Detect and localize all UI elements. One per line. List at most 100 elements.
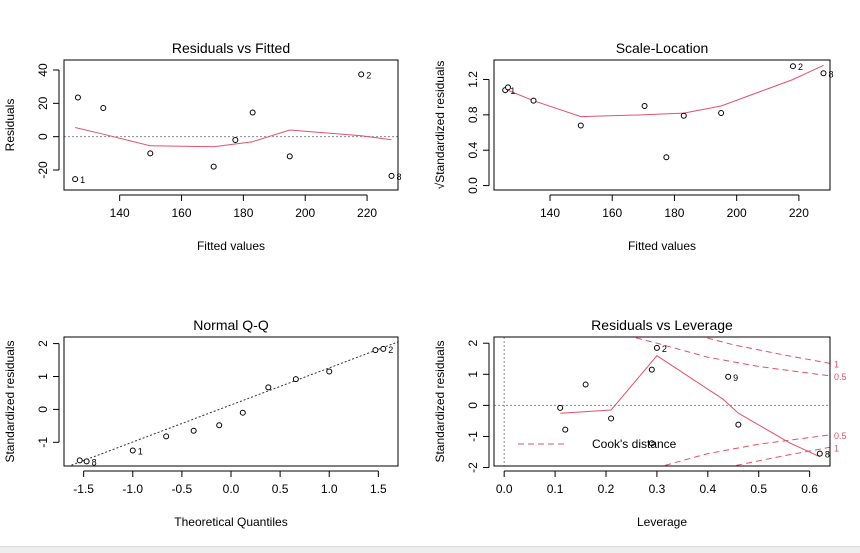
qq-reference-line (67, 341, 398, 466)
smooth-line (560, 355, 821, 458)
x-tick-label: 0.2 (598, 482, 615, 496)
y-tick-label: 0 (36, 133, 50, 140)
x-tick-label: 0.1 (547, 482, 564, 496)
data-point (249, 109, 256, 116)
data-point (239, 409, 246, 416)
cooks-level-label: 1 (834, 359, 839, 369)
y-axis-label: Standardized residuals (433, 340, 447, 462)
x-tick-label: 0.0 (496, 482, 513, 496)
y-tick-label: 1 (466, 371, 480, 378)
data-point (680, 112, 687, 119)
data-point (358, 71, 365, 78)
x-tick-label: 200 (727, 206, 747, 220)
y-tick-label: -20 (36, 161, 50, 179)
point-label: 2 (366, 70, 371, 80)
x-axis-label: Fitted values (628, 239, 696, 253)
data-point (286, 153, 293, 160)
x-tick-label: 0.5 (750, 482, 767, 496)
cooks-level-label: 0.5 (834, 431, 847, 441)
data-point (232, 137, 239, 143)
point-label: 2 (798, 62, 803, 72)
y-tick-label: 1.2 (466, 71, 480, 88)
data-point (663, 154, 670, 161)
x-tick-label: 140 (110, 206, 130, 220)
point-label: 1 (138, 447, 143, 457)
x-tick-label: 220 (357, 206, 377, 220)
data-point (216, 422, 223, 429)
data-point (653, 344, 660, 351)
x-axis-label: Leverage (637, 515, 687, 529)
plot-frame (63, 59, 399, 191)
x-axis-label: Fitted values (197, 239, 265, 253)
window-bottom-edge (0, 546, 860, 553)
cooks-distance-curve (701, 337, 830, 364)
x-axis-label: Theoretical Quantiles (174, 515, 287, 529)
y-axis-label: Standardized residuals (3, 340, 17, 462)
y-tick-label: 0 (466, 402, 480, 409)
point-label: 8 (828, 69, 833, 79)
data-point (505, 84, 511, 91)
cooks-level-label: 0.5 (834, 372, 847, 382)
x-tick-label: 0.5 (272, 482, 289, 496)
panel-resid-leverage: Residuals vs Leverage Leverage Standardize… (433, 317, 847, 529)
cooks-distance-curve (630, 337, 830, 377)
y-tick-label: -1 (466, 431, 480, 442)
y-tick-label: -2 (466, 462, 480, 473)
chart-title: Normal Q-Q (193, 317, 269, 333)
panel-scale-location: Scale-Location Fitted values √Standardized… (433, 40, 833, 253)
y-tick-label: 0 (36, 406, 50, 413)
data-point (129, 447, 136, 454)
x-tick-label: -0.5 (172, 482, 193, 496)
data-point (562, 426, 569, 433)
x-tick-label: 180 (664, 206, 684, 220)
data-point (582, 381, 589, 388)
data-point (530, 97, 537, 104)
plot-area (494, 337, 830, 466)
point-label: 9 (733, 373, 738, 383)
y-tick-label: 2 (36, 340, 50, 347)
point-label: 8 (397, 172, 402, 182)
cooks-level-label: 1 (834, 443, 839, 453)
data-point (725, 373, 732, 380)
cooks-distance-curve (731, 446, 830, 466)
y-tick-label: 0.4 (466, 142, 480, 159)
x-tick-label: 0.6 (801, 482, 818, 496)
plot-area (67, 341, 398, 466)
smooth-line (74, 127, 392, 148)
chart-title: Residuals vs Leverage (591, 317, 733, 333)
y-tick-label: 20 (36, 96, 50, 110)
x-tick-label: 0.0 (223, 482, 240, 496)
x-tick-label: 180 (233, 206, 253, 220)
data-point (641, 102, 648, 109)
point-label: 2 (388, 345, 393, 355)
point-label: 2 (662, 344, 667, 354)
legend-label: Cook's distance (592, 437, 677, 451)
x-tick-label: 1.5 (370, 482, 387, 496)
data-point (76, 457, 83, 464)
data-point (372, 347, 379, 354)
data-point (380, 345, 387, 352)
point-label: 1 (80, 175, 85, 185)
plot-area (505, 64, 824, 118)
chart-title: Residuals vs Fitted (172, 40, 290, 56)
data-point (816, 450, 823, 457)
data-point (735, 421, 742, 428)
panel-normal-qq: Normal Q-Q Theoretical Quantiles Standardi… (3, 317, 399, 529)
x-tick-label: -1.5 (73, 482, 94, 496)
panel-resid-fitted: Residuals vs Fitted Fitted values Residual… (3, 40, 402, 253)
y-tick-label: 1 (36, 373, 50, 380)
chart-title: Scale-Location (616, 40, 709, 56)
data-point (789, 63, 796, 70)
x-tick-label: -1.0 (122, 482, 143, 496)
data-point (163, 433, 170, 440)
y-tick-label: 0.8 (466, 106, 480, 123)
data-point (190, 427, 197, 434)
plot-frame (493, 336, 831, 467)
cooks-distance-curve (660, 434, 830, 466)
point-label: 8 (92, 457, 97, 467)
x-tick-label: 220 (789, 206, 809, 220)
point-label: 8 (825, 450, 830, 460)
x-tick-label: 0.4 (699, 482, 716, 496)
data-point (100, 105, 107, 111)
